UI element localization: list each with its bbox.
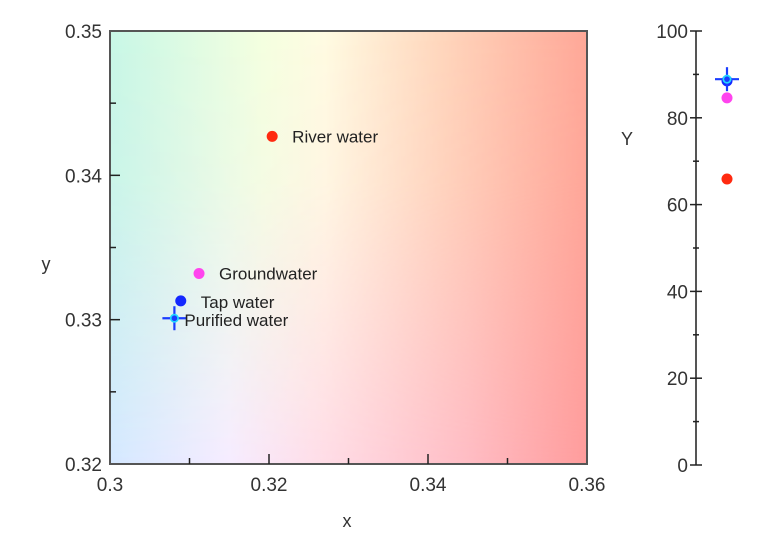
x-tick-label: 0.32 bbox=[251, 475, 288, 496]
y-tick-label: 0 bbox=[677, 456, 688, 477]
y-tick-label: 0.34 bbox=[65, 166, 102, 187]
dot-marker bbox=[266, 130, 278, 142]
dot-marker bbox=[721, 92, 733, 104]
y-tick-label: 40 bbox=[667, 282, 688, 303]
y-tick-label: 100 bbox=[656, 22, 688, 43]
point-label-tap-water: Tap water bbox=[201, 293, 275, 312]
dot-marker bbox=[175, 295, 187, 307]
y-axis-label: Y bbox=[621, 129, 633, 149]
x-tick-label: 0.36 bbox=[569, 475, 606, 496]
plot-background-bottom bbox=[110, 31, 587, 464]
y-tick-label: 0.33 bbox=[65, 311, 102, 332]
point-label-river-water: River water bbox=[292, 127, 378, 146]
y-tick-label: 60 bbox=[667, 196, 688, 217]
data-point-tap-water bbox=[175, 295, 187, 307]
data-point-river-water bbox=[721, 173, 733, 185]
y-tick-label: 20 bbox=[667, 369, 688, 390]
point-label-groundwater: Groundwater bbox=[219, 264, 318, 283]
data-point-river-water bbox=[266, 130, 278, 142]
point-label-purified-water: Purified water bbox=[184, 311, 288, 330]
data-point-purified-water bbox=[715, 67, 739, 92]
y-tick-label: 0.35 bbox=[65, 22, 102, 43]
dot-marker bbox=[193, 267, 205, 279]
data-point-purified-water bbox=[162, 306, 187, 331]
data-point-groundwater bbox=[721, 92, 733, 104]
x-tick-label: 0.3 bbox=[97, 475, 123, 496]
y-tick-label: 80 bbox=[667, 109, 688, 130]
y-tick-label: 0.32 bbox=[65, 455, 102, 476]
data-point-groundwater bbox=[193, 267, 205, 279]
luminance-plot: 0 20 40 60 80 100 Y bbox=[621, 22, 739, 477]
x-tick-label: 0.34 bbox=[410, 475, 447, 496]
x-axis-label: x bbox=[343, 511, 352, 531]
y-axis-label: y bbox=[42, 254, 51, 274]
cross-marker-core bbox=[171, 315, 178, 322]
dot-marker bbox=[721, 173, 733, 185]
cross-marker-core bbox=[724, 76, 730, 82]
